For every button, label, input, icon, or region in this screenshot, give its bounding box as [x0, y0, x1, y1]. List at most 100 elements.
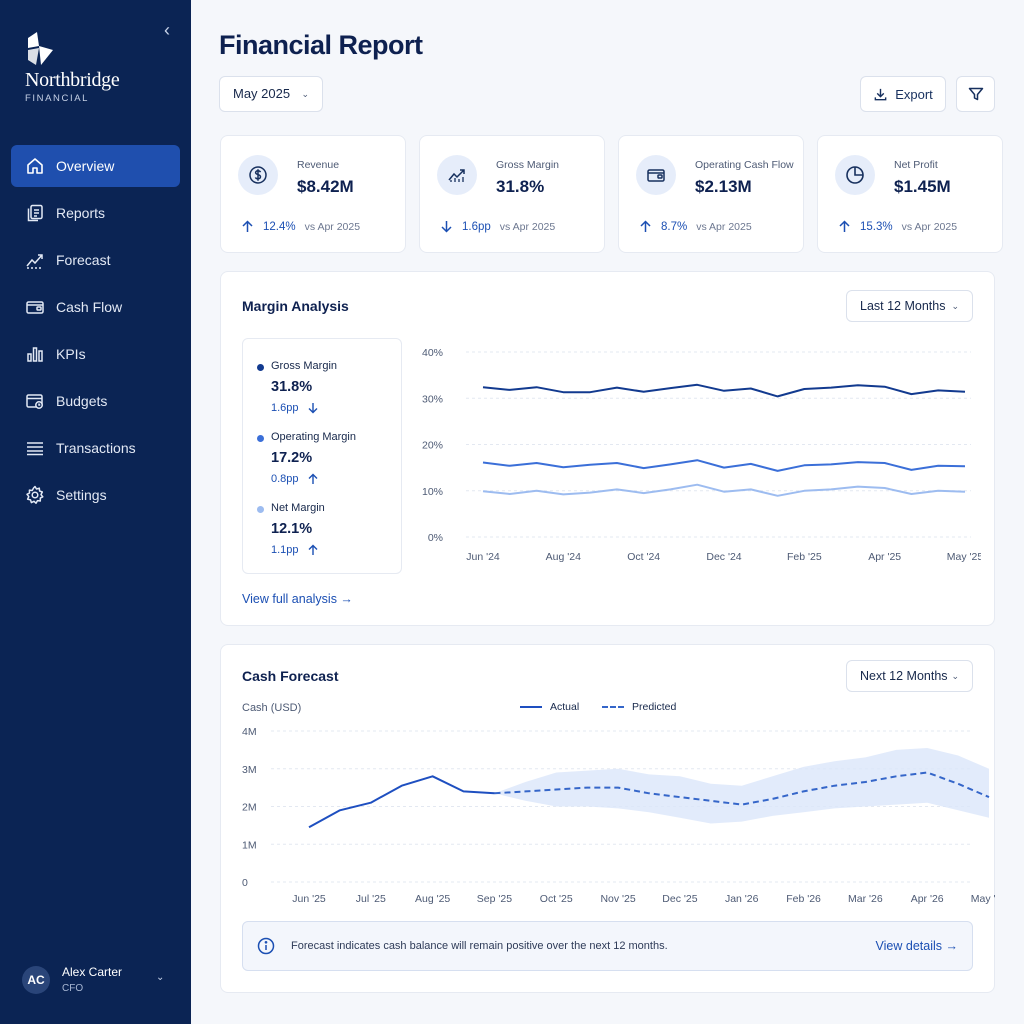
bar-chart-icon — [27, 347, 43, 362]
margin-legend: Gross Margin 31.8% 1.6pp Operating Margi… — [242, 338, 402, 574]
kpi-value: $1.45M — [894, 177, 951, 196]
page-title: Financial Report — [219, 30, 423, 60]
y-tick-label: 0% — [428, 532, 443, 544]
sidebar-item-overview[interactable]: Overview — [11, 145, 180, 187]
avatar: AC — [22, 966, 50, 994]
sidebar-item-label: Overview — [56, 158, 115, 174]
view-details-link[interactable]: View details → — [875, 939, 958, 953]
y-tick-label: 3M — [242, 764, 257, 776]
kpi-label: Operating Cash Flow — [695, 159, 794, 171]
legend-delta-value: 1.6pp — [271, 402, 299, 414]
y-tick-label: 10% — [422, 486, 443, 498]
sidebar-item-label: Transactions — [56, 440, 136, 456]
sidebar-item-transactions[interactable]: Transactions — [11, 427, 180, 469]
kpi-delta-value: 15.3% — [860, 220, 893, 233]
kpi-delta: 15.3% vs Apr 2025 — [838, 220, 957, 233]
margin-range-select[interactable]: Last 12 Months ⌄ — [846, 290, 973, 322]
trend-icon — [437, 155, 477, 195]
sidebar-item-budgets[interactable]: Budgets — [11, 380, 180, 422]
export-button[interactable]: Export — [860, 76, 946, 112]
wallet-icon — [26, 301, 44, 314]
gear-icon — [26, 485, 44, 504]
legend-name: Operating Margin — [271, 431, 356, 443]
logo-icon — [28, 32, 53, 65]
kpi-delta-value: 1.6pp — [462, 220, 491, 233]
arrow-down-icon — [308, 403, 318, 414]
kpi-compare: vs Apr 2025 — [304, 220, 361, 233]
cash-range-select[interactable]: Next 12 Months ⌄ — [846, 660, 973, 692]
kpi-card-revenue: Revenue $8.42M 12.4% vs Apr 2025 — [220, 135, 406, 253]
kpi-card-gross-margin: Gross Margin 31.8% 1.6pp vs Apr 2025 — [419, 135, 605, 253]
x-tick-label: Jul '25 — [356, 893, 386, 905]
sidebar-item-label: Reports — [56, 205, 106, 221]
sidebar-nav: Overview Reports Forecast Cash Flow KPIs… — [11, 145, 180, 521]
legend-label: Predicted — [632, 701, 677, 713]
legend-delta: 1.1pp — [271, 544, 319, 556]
filter-button[interactable] — [956, 76, 995, 112]
kpi-card-operating-cash-flow: Operating Cash Flow $2.13M 8.7% vs Apr 2… — [618, 135, 804, 253]
legend-value: 31.8% — [271, 379, 313, 395]
arrow-up-icon — [308, 544, 318, 555]
user-profile[interactable]: AC Alex Carter CFO ⌄ — [22, 964, 174, 996]
x-tick-label: Feb '25 — [787, 551, 822, 563]
export-label: Export — [895, 86, 933, 102]
y-tick-label: 1M — [242, 839, 257, 851]
x-tick-label: Nov '25 — [600, 893, 635, 905]
kpi-compare: vs Apr 2025 — [499, 220, 556, 233]
kpi-compare: vs Apr 2025 — [696, 220, 752, 233]
legend-name: Net Margin — [271, 502, 325, 514]
date-select-value: May 2025 — [233, 86, 291, 101]
wallet-icon — [636, 155, 676, 195]
kpi-value: $2.13M — [695, 177, 752, 196]
forecast-info-banner: Forecast indicates cash balance will rem… — [242, 921, 973, 971]
legend-line-dashed — [602, 706, 624, 708]
kpi-label: Net Profit — [894, 159, 938, 171]
sidebar-item-kpis[interactable]: KPIs — [11, 333, 180, 375]
sidebar-item-cash-flow[interactable]: Cash Flow — [11, 286, 180, 328]
series-line — [482, 459, 966, 472]
y-tick-label: 2M — [242, 802, 257, 814]
x-tick-label: Apr '26 — [911, 893, 944, 905]
y-tick-label: 30% — [422, 393, 443, 405]
x-tick-label: Jun '25 — [292, 893, 326, 905]
legend-dot — [257, 435, 264, 442]
view-full-analysis-link[interactable]: View full analysis → — [242, 592, 353, 606]
sidebar-item-label: Cash Flow — [56, 299, 123, 315]
panel-title: Cash Forecast — [242, 668, 339, 684]
x-tick-label: Aug '25 — [415, 893, 450, 905]
reports-icon — [27, 204, 43, 222]
x-tick-label: Sep '25 — [477, 893, 512, 905]
chevron-down-icon: ⌄ — [301, 89, 309, 99]
home-icon — [27, 158, 43, 174]
sidebar-item-forecast[interactable]: Forecast — [11, 239, 180, 281]
legend-delta: 1.6pp — [271, 402, 319, 414]
budget-icon — [26, 394, 43, 409]
brand-name: Northbridge — [25, 69, 120, 91]
chevron-down-icon[interactable]: ⌄ — [156, 972, 165, 983]
collapse-sidebar-icon[interactable]: ‹ — [164, 20, 170, 40]
margin-line-chart: 0% 10% 20% 30% 40% Jun '24 Aug '24 Oct '24 Dec '… — [422, 347, 981, 563]
y-axis-label: Cash (USD) — [242, 702, 302, 714]
y-tick-label: 0 — [242, 877, 248, 889]
select-value: Last 12 Months — [860, 299, 946, 313]
margin-analysis-panel: Margin Analysis Last 12 Months ⌄ Gross M… — [220, 271, 995, 626]
sidebar-item-label: Settings — [56, 487, 107, 503]
sidebar-item-label: Budgets — [56, 393, 108, 409]
sidebar-item-settings[interactable]: Settings — [11, 474, 180, 516]
sidebar-item-label: Forecast — [56, 252, 111, 268]
main-content: Financial Report May 2025 ⌄ Export Reven… — [191, 0, 1024, 1024]
list-icon — [27, 442, 43, 456]
kpi-delta-value: 8.7% — [661, 220, 688, 233]
pie-icon — [835, 155, 875, 195]
x-tick-label: Jan '26 — [725, 893, 759, 905]
date-select[interactable]: May 2025 ⌄ — [219, 76, 323, 112]
confidence-band — [494, 748, 989, 824]
download-icon — [874, 88, 887, 100]
kpi-value: $8.42M — [297, 177, 354, 196]
actual-line — [308, 775, 495, 829]
sidebar-item-reports[interactable]: Reports — [11, 192, 180, 234]
x-tick-label: Jun '24 — [466, 551, 500, 563]
x-tick-label: May '25 — [947, 551, 981, 563]
kpi-card-net-profit: Net Profit $1.45M 15.3% vs Apr 2025 — [817, 135, 1003, 253]
forecast-info-text: Forecast indicates cash balance will rem… — [291, 940, 668, 952]
